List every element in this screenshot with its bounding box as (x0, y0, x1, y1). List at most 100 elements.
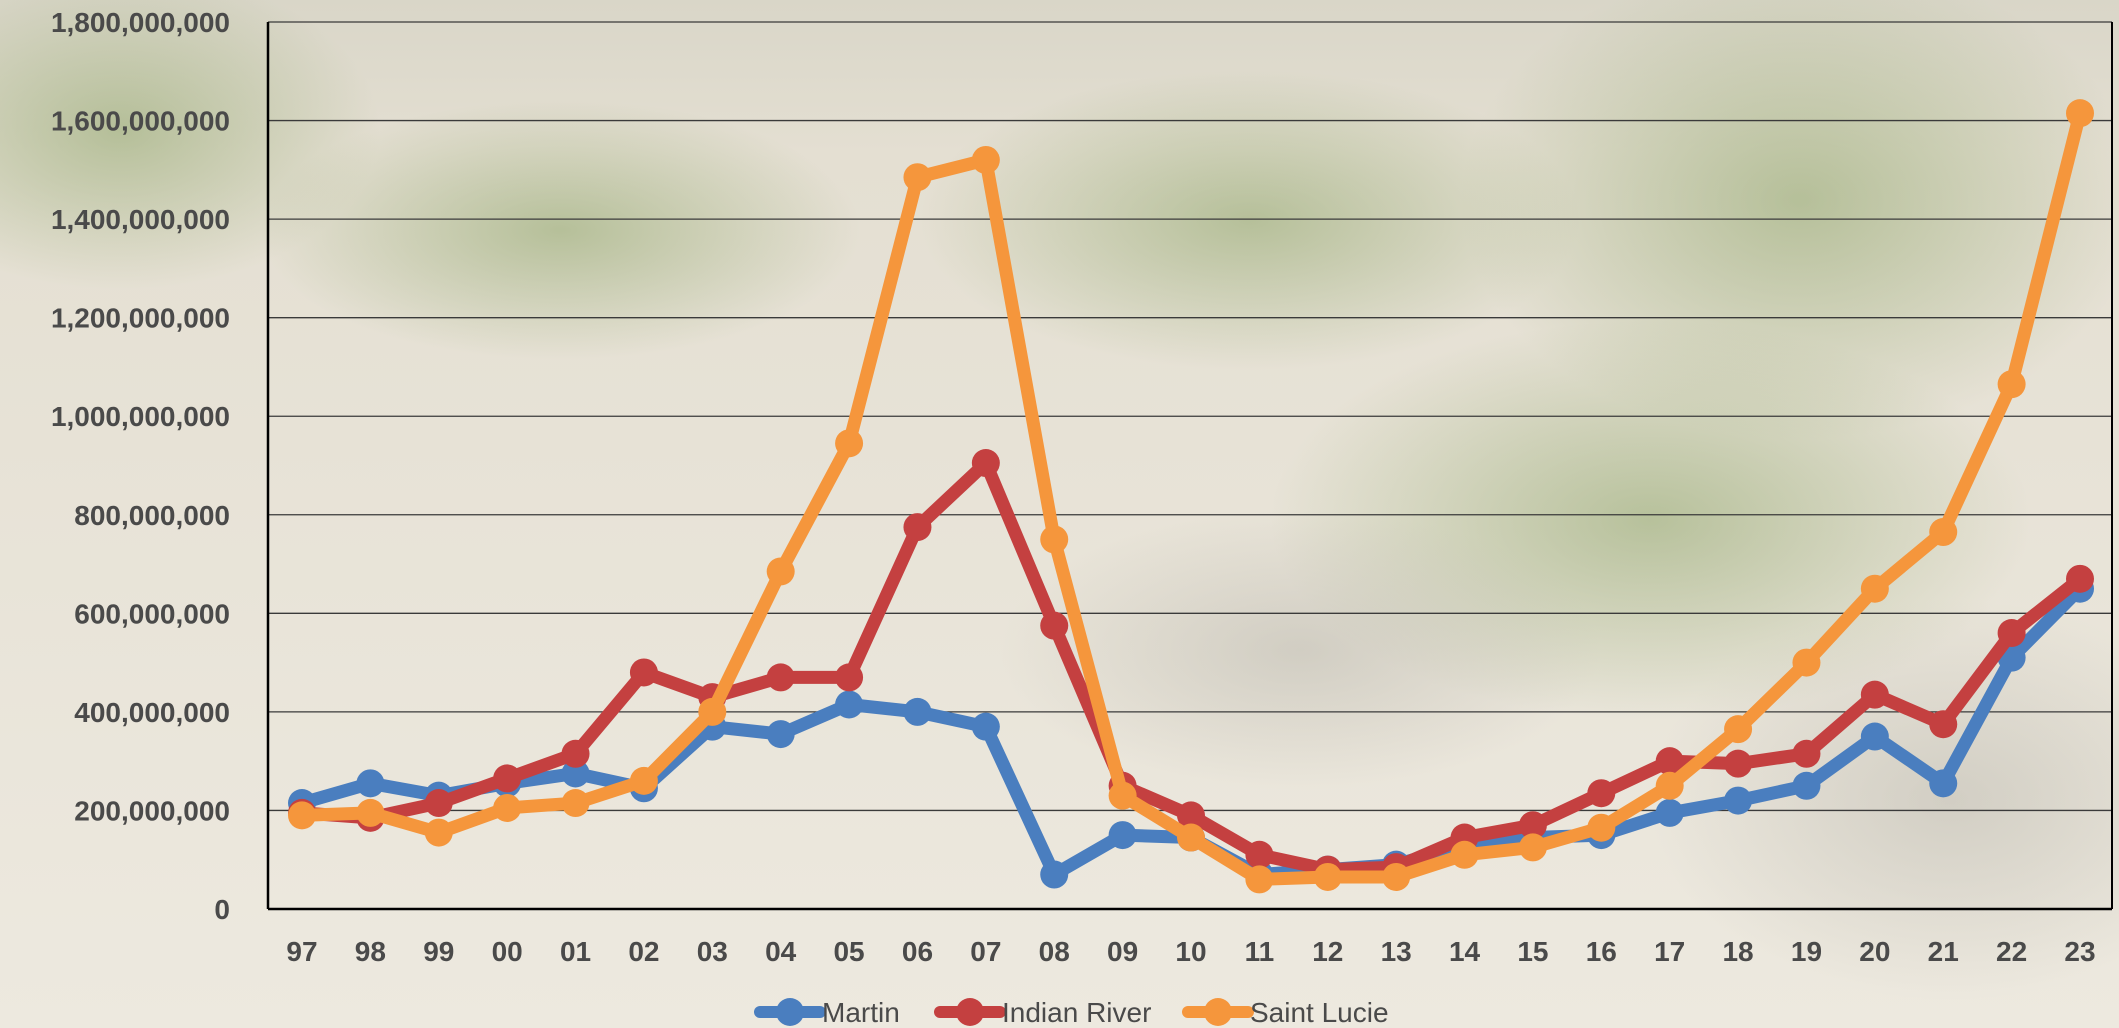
data-point-martin (1108, 821, 1137, 850)
y-tick-label: 400,000,000 (74, 697, 230, 728)
data-point-saint-lucie (698, 697, 727, 726)
y-tick-label: 200,000,000 (74, 795, 230, 826)
data-point-indian-river (1997, 619, 2026, 648)
data-point-saint-lucie (903, 163, 932, 192)
data-point-saint-lucie (2066, 99, 2094, 128)
legend-swatch-marker (1204, 998, 1232, 1026)
data-point-indian-river (835, 663, 864, 692)
gridlines (266, 21, 2113, 911)
y-tick-label: 1,200,000,000 (51, 303, 230, 334)
data-point-martin (356, 769, 385, 798)
data-point-saint-lucie (1655, 771, 1684, 800)
data-point-martin (1792, 771, 1821, 800)
data-point-saint-lucie (1108, 781, 1137, 810)
y-tick-label: 1,400,000,000 (51, 204, 230, 235)
data-point-martin (1655, 798, 1684, 827)
data-point-martin (903, 697, 932, 726)
data-point-saint-lucie (1313, 862, 1342, 891)
x-tick-label: 98 (355, 936, 386, 967)
series-saint-lucie (288, 99, 2094, 894)
data-point-saint-lucie (1792, 648, 1821, 677)
data-point-saint-lucie (971, 145, 1000, 174)
data-point-indian-river (1587, 779, 1616, 808)
data-point-indian-river (1860, 680, 1889, 709)
x-tick-label: 10 (1175, 936, 1206, 967)
data-point-indian-river (493, 764, 522, 793)
data-point-martin (1860, 722, 1889, 751)
data-point-saint-lucie (1245, 865, 1274, 894)
x-tick-label: 16 (1586, 936, 1617, 967)
data-point-saint-lucie (288, 801, 316, 830)
data-point-saint-lucie (493, 793, 522, 822)
data-point-indian-river (1040, 611, 1069, 640)
data-point-indian-river (1177, 801, 1205, 830)
data-point-martin (766, 720, 795, 749)
data-point-saint-lucie (1382, 862, 1411, 891)
x-tick-label: 13 (1381, 936, 1412, 967)
data-point-indian-river (766, 663, 795, 692)
data-point-martin (1040, 860, 1069, 889)
x-tick-label: 08 (1039, 936, 1070, 967)
y-tick-label: 1,600,000,000 (51, 106, 230, 137)
data-point-saint-lucie (1997, 370, 2026, 399)
x-tick-label: 15 (1517, 936, 1548, 967)
data-point-saint-lucie (1929, 518, 1958, 547)
x-tick-label: 04 (765, 936, 797, 967)
x-tick-label: 07 (970, 936, 1001, 967)
data-point-saint-lucie (1450, 840, 1479, 869)
data-point-indian-river (1655, 747, 1684, 776)
data-point-indian-river (903, 513, 932, 542)
y-tick-label: 800,000,000 (74, 500, 230, 531)
x-tick-label: 00 (492, 936, 523, 967)
data-point-indian-river (1518, 811, 1547, 840)
x-tick-label: 21 (1928, 936, 1959, 967)
x-tick-label: 97 (286, 936, 317, 967)
legend-label: Saint Lucie (1250, 997, 1389, 1028)
x-tick-label: 03 (697, 936, 728, 967)
data-point-indian-river (1929, 710, 1958, 739)
x-tick-label: 20 (1859, 936, 1890, 967)
legend-label: Martin (822, 997, 900, 1028)
data-point-indian-river (561, 739, 590, 768)
y-axis-ticks: 0 200,000,000 400,000,000 600,000,000 800,00… (51, 7, 230, 925)
data-point-indian-river (424, 789, 453, 818)
x-tick-label: 22 (1996, 936, 2027, 967)
y-tick-label: 0 (214, 894, 230, 925)
x-tick-label: 05 (833, 936, 864, 967)
data-point-saint-lucie (1587, 813, 1616, 842)
series (288, 99, 2094, 894)
data-point-indian-river (2066, 564, 2094, 593)
x-tick-label: 09 (1107, 936, 1138, 967)
data-point-indian-river (629, 658, 658, 687)
legend-item-martin: Martin (754, 997, 900, 1028)
data-point-martin (1929, 769, 1958, 798)
x-tick-label: 18 (1722, 936, 1753, 967)
x-tick-label: 01 (560, 936, 591, 967)
data-point-indian-river (1792, 739, 1821, 768)
data-point-saint-lucie (1860, 574, 1889, 603)
legend-swatch-marker (776, 998, 804, 1026)
x-axis-ticks: 97 98 99 00 01 02 03 04 05 06 07 08 09 10 11 12 13 14 15 16… (286, 936, 2095, 967)
data-point-indian-river (971, 449, 1000, 478)
x-tick-label: 02 (628, 936, 659, 967)
x-tick-label: 23 (2064, 936, 2095, 967)
data-point-saint-lucie (561, 789, 590, 818)
data-point-martin (1724, 786, 1753, 815)
data-point-saint-lucie (766, 557, 795, 586)
y-tick-label: 600,000,000 (74, 598, 230, 629)
data-point-saint-lucie (629, 766, 658, 795)
y-tick-label: 1,000,000,000 (51, 401, 230, 432)
x-tick-label: 19 (1791, 936, 1822, 967)
legend-item-indian-river: Indian River (934, 997, 1151, 1028)
data-point-indian-river (1724, 749, 1753, 778)
data-point-saint-lucie (1177, 823, 1205, 852)
data-point-saint-lucie (1518, 833, 1547, 862)
legend-swatch-marker (956, 998, 984, 1026)
x-tick-label: 17 (1654, 936, 1685, 967)
x-tick-label: 14 (1449, 936, 1481, 967)
legend-item-saint-lucie: Saint Lucie (1182, 997, 1389, 1028)
data-point-saint-lucie (1040, 525, 1069, 554)
data-point-indian-river (1245, 840, 1274, 869)
